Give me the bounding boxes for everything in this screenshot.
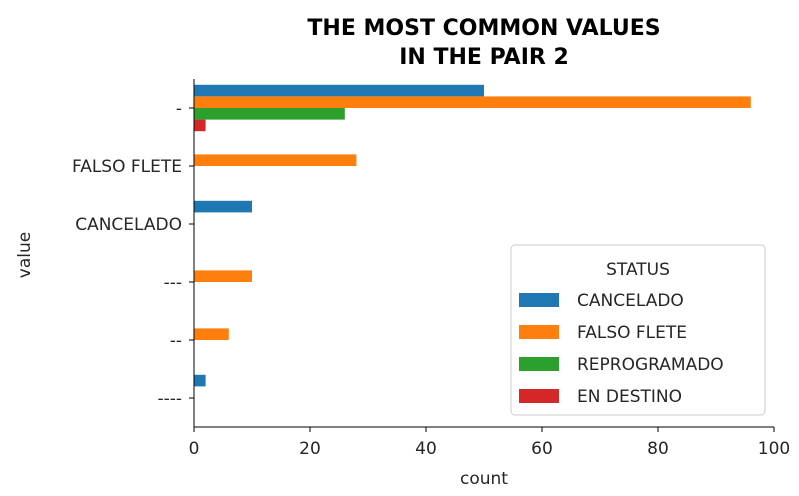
y-axis-label: value [15, 232, 35, 278]
legend-swatch-en-destino [519, 389, 559, 403]
bar-cancelado-5 [194, 374, 206, 387]
bar-falso-flete-1 [194, 154, 357, 166]
x-tick-label: 80 [647, 439, 669, 459]
y-tick-label: --- [164, 273, 182, 293]
legend-label-reprogramado: REPROGRAMADO [577, 355, 724, 375]
bar-cancelado-0 [194, 84, 484, 97]
y-tick-label: - [176, 99, 182, 119]
legend-label-en-destino: EN DESTINO [577, 387, 682, 407]
x-tick-label: 40 [415, 439, 437, 459]
x-tick-label: 60 [531, 439, 553, 459]
x-tick-label: 20 [299, 439, 321, 459]
x-tick-label: 0 [189, 439, 200, 459]
bar-falso-flete-3 [194, 270, 252, 282]
legend-swatch-falso-flete [519, 325, 559, 339]
legend: STATUS CANCELADO FALSO FLETE REPROGRAMADO EN… [510, 244, 766, 416]
legend-label-cancelado: CANCELADO [577, 291, 684, 311]
bar-falso-flete-0 [194, 96, 751, 108]
x-axis-label: count [460, 469, 508, 489]
bar-en-destino-0 [194, 119, 206, 132]
chart-title-line-2: IN THE PAIR 2 [399, 45, 569, 70]
y-tick-label: FALSO FLETE [72, 157, 182, 177]
legend-title: STATUS [606, 260, 670, 280]
bar-reprogramado-0 [194, 108, 345, 120]
bar-cancelado-2 [194, 200, 252, 213]
bar-falso-flete-4 [194, 328, 229, 340]
y-tick-label: CANCELADO [75, 215, 182, 235]
legend-label-falso-flete: FALSO FLETE [577, 323, 687, 343]
y-tick-label: -- [170, 331, 182, 351]
chart-title-line-1: THE MOST COMMON VALUES [307, 16, 660, 41]
legend-swatch-reprogramado [519, 357, 559, 371]
legend-swatch-cancelado [519, 293, 559, 307]
x-tick-label: 100 [758, 439, 790, 459]
legend-box [510, 244, 766, 416]
y-tick-label: ---- [157, 389, 182, 409]
